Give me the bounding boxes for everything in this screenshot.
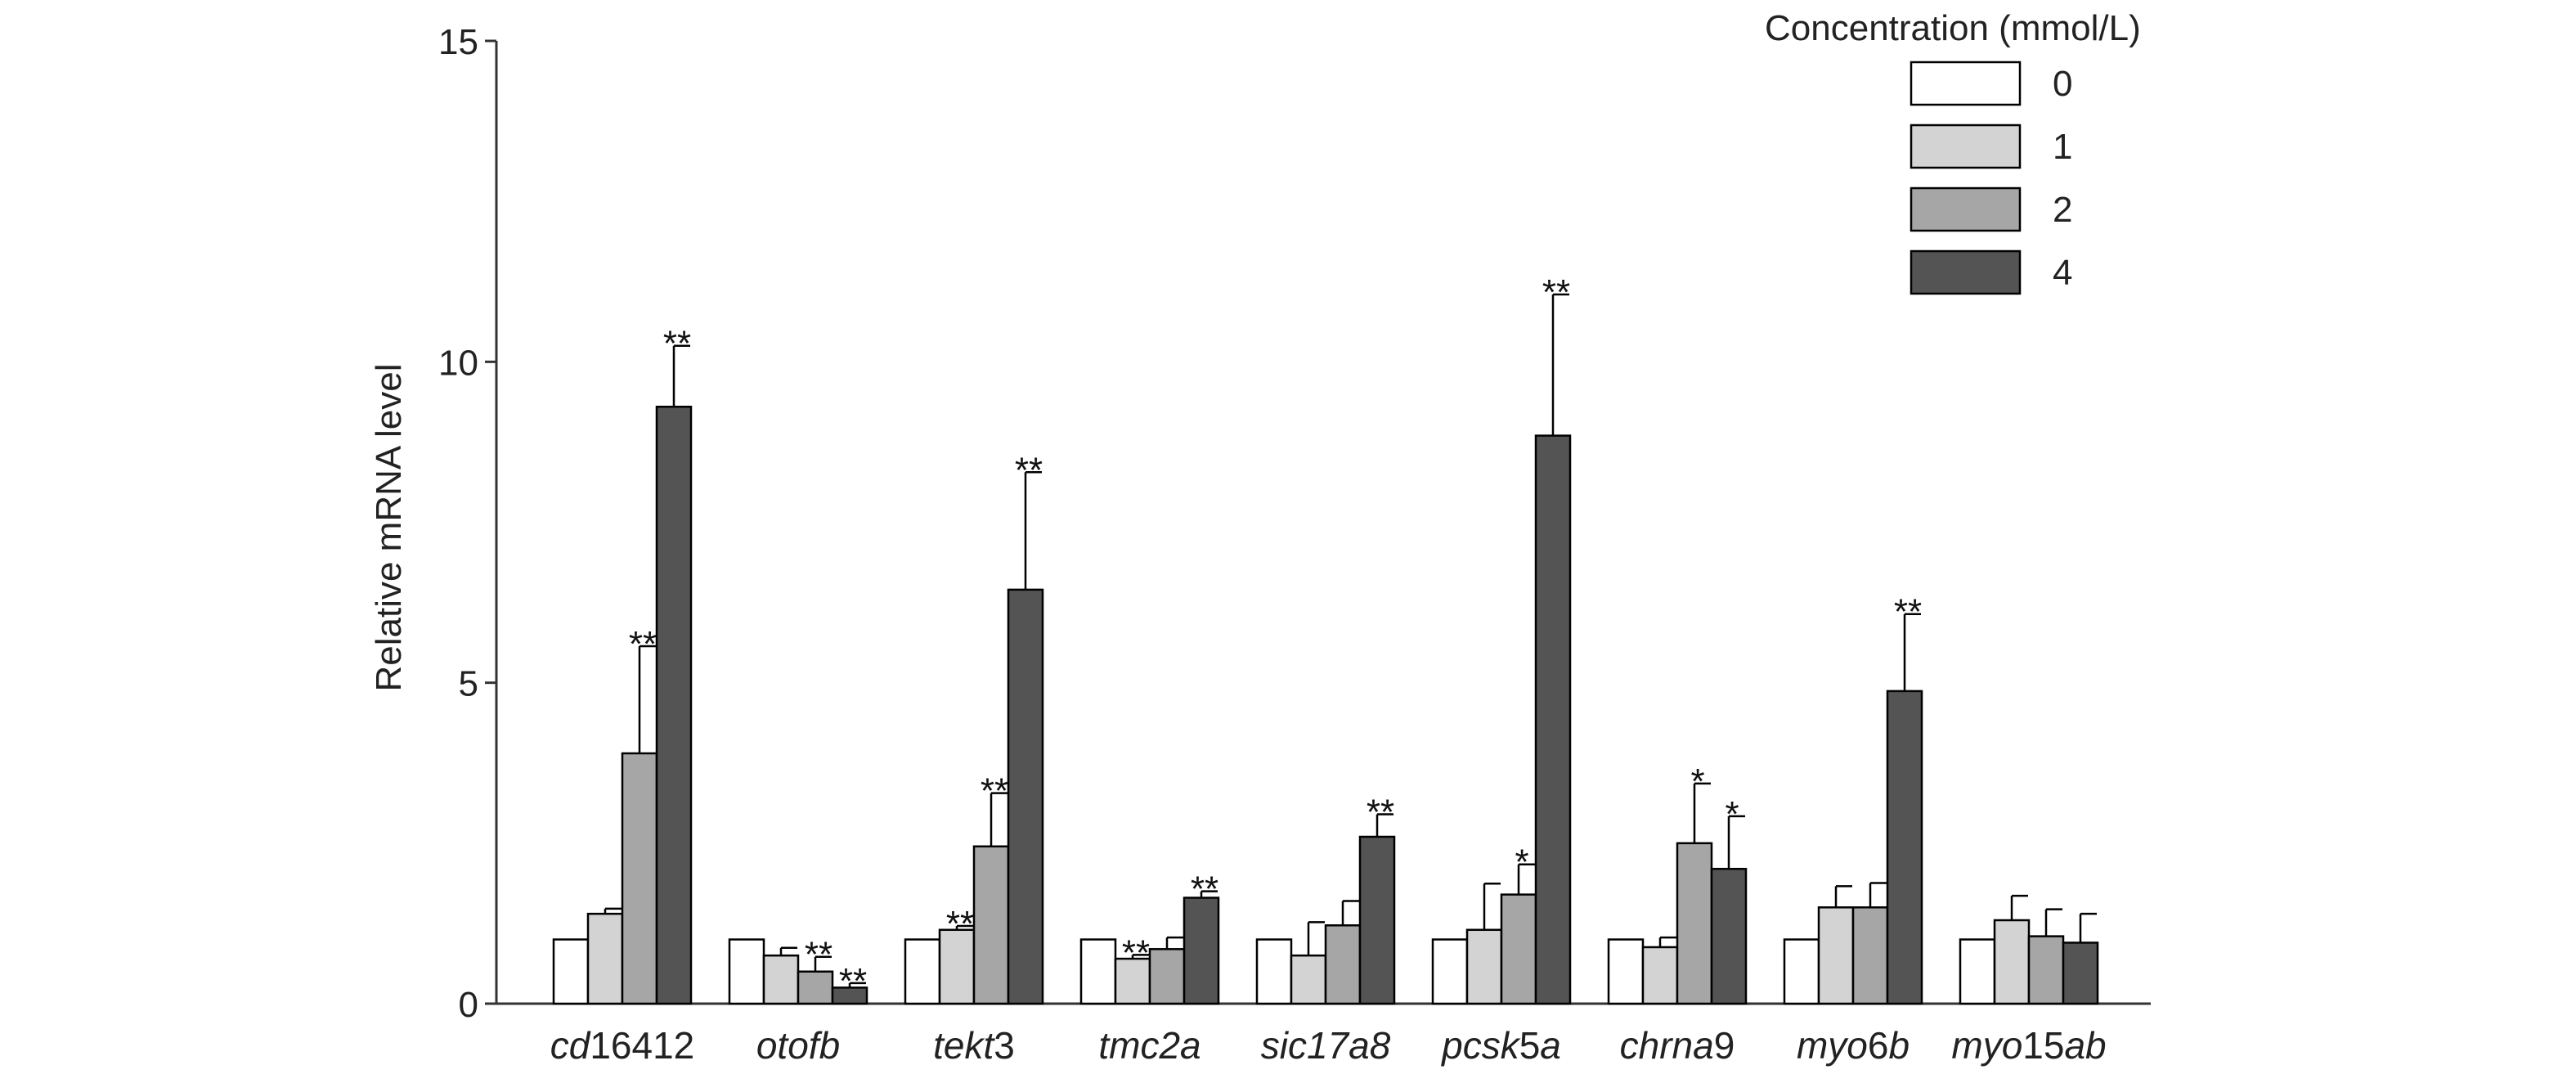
legend-label: 2 — [2053, 190, 2072, 230]
bar — [904, 938, 941, 1005]
bar — [1783, 938, 1820, 1005]
bar — [1255, 938, 1293, 1005]
category-label: chrna9 — [1620, 1024, 1735, 1067]
bar — [1886, 690, 1923, 1005]
bar — [1290, 954, 1327, 1005]
bar — [1817, 906, 1855, 1005]
bar — [1607, 938, 1645, 1005]
bar — [1358, 835, 1396, 1005]
significance-label: ** — [839, 961, 867, 1001]
category-label: cd16412 — [550, 1024, 695, 1067]
bar — [1500, 893, 1537, 1005]
significance-markers: *************************** — [629, 272, 1922, 1001]
y-tick-label: 10 — [438, 343, 478, 383]
legend-label: 1 — [2053, 127, 2072, 167]
bar — [586, 912, 624, 1005]
category-label: tmc2a — [1098, 1024, 1200, 1067]
bar — [1641, 946, 1679, 1005]
significance-label: ** — [1367, 793, 1394, 833]
significance-label: ** — [1015, 450, 1043, 490]
y-tick-label: 0 — [459, 985, 478, 1025]
significance-label: ** — [1542, 272, 1570, 312]
legend-swatch — [1910, 124, 2022, 169]
legend-label: 4 — [2053, 253, 2072, 293]
significance-label: ** — [663, 324, 691, 364]
bar — [2062, 941, 2099, 1005]
bar — [1465, 928, 1503, 1005]
significance-label: ** — [805, 935, 832, 975]
bar — [972, 845, 1010, 1005]
y-tick-label: 5 — [459, 664, 478, 704]
category-label: tekt3 — [933, 1024, 1015, 1067]
significance-label: ** — [1191, 870, 1218, 910]
bar — [1007, 588, 1044, 1005]
bar — [1959, 938, 1996, 1005]
bar — [762, 954, 800, 1005]
legend-swatch — [1910, 249, 2022, 295]
category-label: myo6b — [1797, 1024, 1910, 1067]
bar — [1993, 919, 2031, 1005]
significance-label: ** — [1894, 592, 1922, 632]
legend: Concentration (mmol/L) 0 1 2 4 — [1765, 8, 2141, 295]
bar — [552, 938, 590, 1005]
y-axis-title: Relative mRNA level — [369, 363, 409, 691]
bar — [655, 406, 693, 1005]
significance-label: ** — [1122, 932, 1150, 973]
significance-label: ** — [946, 904, 974, 944]
bar — [1534, 434, 1572, 1005]
significance-label: ** — [629, 624, 657, 664]
significance-label: * — [1725, 794, 1739, 834]
legend-swatch — [1910, 186, 2022, 232]
significance-label: * — [1515, 843, 1528, 883]
error-bars — [604, 293, 2097, 988]
bar — [1851, 906, 1889, 1005]
legend-swatch — [1910, 61, 2022, 106]
category-label: sic17a8 — [1261, 1024, 1391, 1067]
significance-label: ** — [981, 771, 1008, 811]
category-labels: cd16412 otofb tekt3 tmc2a sic17a8 pcsk5a chrna… — [550, 1024, 2107, 1067]
category-label: myo15ab — [1951, 1024, 2106, 1067]
bar — [797, 970, 834, 1005]
bar — [2027, 935, 2065, 1005]
bar — [1324, 924, 1362, 1005]
bar — [1676, 842, 1713, 1005]
y-tick-label: 15 — [438, 22, 478, 62]
legend-title: Concentration (mmol/L) — [1765, 8, 2141, 48]
bar — [1183, 896, 1220, 1005]
bars — [552, 406, 2099, 1005]
significance-label: * — [1690, 762, 1704, 802]
legend-label: 0 — [2053, 64, 2072, 104]
category-label: otofb — [756, 1024, 840, 1067]
bar — [1710, 867, 1748, 1005]
bar — [1079, 938, 1117, 1005]
bar — [728, 938, 765, 1005]
bar — [621, 752, 658, 1005]
bar — [1148, 948, 1186, 1005]
category-label: pcsk5a — [1440, 1024, 1561, 1067]
bar — [1431, 938, 1469, 1005]
